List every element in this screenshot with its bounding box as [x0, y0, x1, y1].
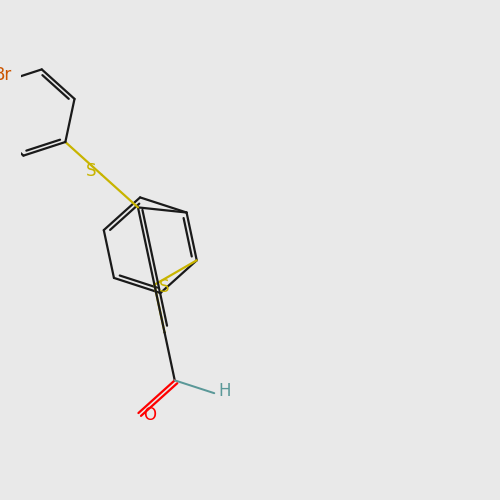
Text: S: S [159, 278, 170, 296]
Text: S: S [86, 162, 97, 180]
Text: Br: Br [0, 66, 12, 84]
Text: H: H [218, 382, 231, 400]
Text: O: O [143, 406, 156, 424]
